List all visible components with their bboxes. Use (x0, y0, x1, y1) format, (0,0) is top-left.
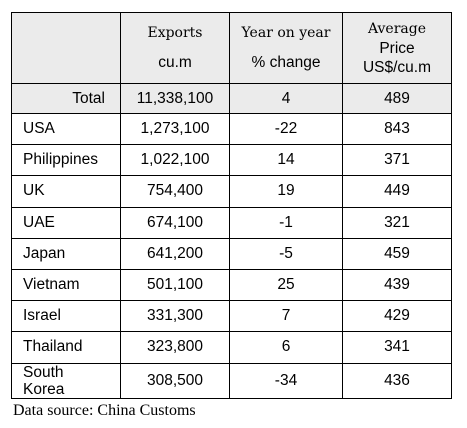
header-exports: Exports cu.m (120, 12, 230, 84)
total-row: Total 11,338,100 4 489 (11, 83, 452, 114)
exports-value: 501,100 (120, 268, 230, 302)
header-price-title: Average (367, 20, 427, 37)
change-value: -34 (229, 362, 343, 399)
exports-value: 308,500 (120, 362, 230, 399)
exports-value: 674,100 (120, 206, 230, 239)
table-row: Vietnam 501,100 25 439 (11, 268, 452, 302)
header-exports-unit: cu.m (158, 54, 192, 71)
total-change: 4 (229, 83, 343, 114)
country-name: South Korea (11, 362, 121, 399)
header-yoy-title: Year on year (241, 25, 331, 41)
price-value: 436 (342, 362, 452, 399)
country-name-line2: Korea (23, 380, 65, 398)
total-label: Total (11, 83, 121, 114)
header-yoy-change: Year on year % change (229, 12, 343, 84)
country-name: Japan (11, 237, 121, 270)
header-exports-title: Exports (147, 25, 203, 41)
header-price-unit: US$/cu.m (362, 58, 432, 76)
country-name: Thailand (11, 331, 121, 364)
exports-table: Exports cu.m Year on year % change Avera… (11, 12, 452, 399)
price-value: 429 (342, 300, 452, 333)
exports-value: 1,022,100 (120, 144, 230, 177)
country-name: UK (11, 175, 121, 208)
price-value: 439 (342, 268, 452, 302)
price-value: 459 (342, 237, 452, 270)
exports-value: 641,200 (120, 237, 230, 270)
table-row: Israel 331,300 7 429 (11, 300, 452, 333)
price-value: 449 (342, 175, 452, 208)
price-value: 371 (342, 144, 452, 177)
change-value: 14 (229, 144, 343, 177)
country-name: Israel (11, 300, 121, 333)
exports-table-container: Exports cu.m Year on year % change Avera… (11, 12, 452, 399)
change-value: 25 (229, 268, 343, 302)
header-blank-cell (11, 12, 121, 84)
header-average-price: Average Price US$/cu.m (342, 12, 452, 84)
country-name-line1: South (23, 363, 64, 381)
table-row: Philippines 1,022,100 14 371 (11, 144, 452, 177)
total-exports: 11,338,100 (120, 83, 230, 114)
total-price: 489 (342, 83, 452, 114)
country-name: Vietnam (11, 268, 121, 302)
country-name: UAE (11, 206, 121, 239)
price-value: 341 (342, 331, 452, 364)
table-row: UAE 674,100 -1 321 (11, 206, 452, 239)
price-value: 321 (342, 206, 452, 239)
table-row: USA 1,273,100 -22 843 (11, 112, 452, 146)
table-row: Thailand 323,800 6 341 (11, 331, 452, 364)
change-value: -22 (229, 112, 343, 146)
header-row: Exports cu.m Year on year % change Avera… (11, 12, 452, 84)
price-value: 843 (342, 112, 452, 146)
header-yoy-unit: % change (251, 54, 321, 71)
exports-value: 323,800 (120, 331, 230, 364)
table-row: UK 754,400 19 449 (11, 175, 452, 208)
change-value: 7 (229, 300, 343, 333)
header-price-label: Price (379, 39, 415, 57)
change-value: -1 (229, 206, 343, 239)
data-source-note: Data source: China Customs (13, 402, 196, 419)
change-value: 6 (229, 331, 343, 364)
country-name: Philippines (11, 144, 121, 177)
change-value: 19 (229, 175, 343, 208)
table-row: Japan 641,200 -5 459 (11, 237, 452, 270)
table-row: South Korea 308,500 -34 436 (11, 362, 452, 399)
exports-value: 331,300 (120, 300, 230, 333)
exports-value: 754,400 (120, 175, 230, 208)
country-name: USA (11, 112, 121, 146)
change-value: -5 (229, 237, 343, 270)
exports-value: 1,273,100 (120, 112, 230, 146)
